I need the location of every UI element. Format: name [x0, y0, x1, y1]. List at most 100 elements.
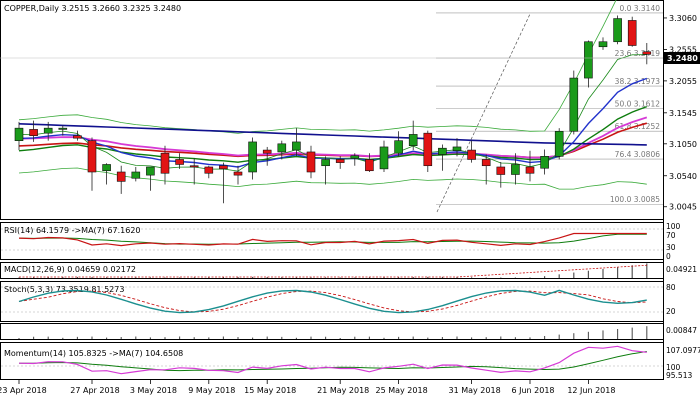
time-axis-label: 6 Jun 2018: [511, 386, 554, 395]
price-axis-label: 3.1545: [669, 109, 697, 118]
momentum-title: Momentum(14) 105.8325 ->MA(7) 104.6508: [4, 349, 183, 358]
main-frame: [0, 0, 664, 220]
rsi-ma-line: [18, 233, 647, 245]
candle-bearish: [175, 159, 184, 165]
candlestick-series: [14, 15, 652, 204]
candle-bullish: [248, 141, 257, 173]
macd-frame: [0, 262, 664, 279]
candle-bullish: [394, 140, 403, 154]
stoch-k-line: [18, 289, 647, 314]
momentum-axis-top: 107.0977: [666, 346, 700, 355]
candle-bearish: [496, 166, 506, 175]
candle-bullish: [598, 41, 608, 48]
fib-level-label: 50.0 3.1612: [615, 100, 661, 109]
candle-bearish: [73, 135, 82, 139]
candle-bullish: [58, 127, 68, 130]
stoch-d-line: [18, 290, 647, 313]
candle-bearish: [160, 152, 170, 174]
candle-bearish: [116, 171, 126, 182]
rsi-line: [18, 232, 647, 247]
momentum-frame: [0, 342, 664, 380]
candle-bullish: [569, 77, 579, 132]
rsi-axis-100: 100: [666, 222, 681, 231]
momentum-axis-100: 100: [666, 363, 681, 372]
candle-bearish: [204, 166, 214, 174]
rsi-axis-30: 30: [666, 243, 676, 252]
macd-signal-line: [19, 264, 647, 278]
candle-bearish: [335, 159, 345, 163]
candle-bearish: [87, 140, 97, 173]
time-axis-label: 3 May 2018: [130, 386, 177, 395]
fib-level-label: 100.0 3.0085: [610, 195, 660, 204]
candle-bullish: [438, 147, 447, 155]
candle-bullish: [102, 164, 111, 172]
time-axis-label: 12 Jun 2018: [567, 386, 615, 395]
candle-bullish: [277, 143, 287, 153]
macd-title: MACD(12,26,9) 0.04659 0.02172: [4, 265, 136, 274]
price-axis-label: 3.2555: [669, 46, 697, 55]
candle-bullish: [43, 127, 53, 134]
candle-bullish: [408, 134, 418, 146]
candle-bullish: [584, 41, 593, 79]
time-axis-label: 25 May 2018: [376, 386, 428, 395]
rsi-axis-70: 70: [666, 231, 676, 240]
price-tag: [664, 52, 700, 64]
candle-bearish: [423, 132, 433, 167]
candle-bullish: [292, 141, 301, 151]
momentum-line: [18, 345, 647, 375]
candle-bullish: [554, 130, 564, 157]
time-axis-label: 15 May 2018: [244, 386, 296, 395]
price-axis-label: 3.2055: [669, 77, 697, 86]
candle-bullish: [379, 146, 389, 170]
stoch-title: Stoch(5,3,3) 73.3519 81.5273: [4, 285, 124, 294]
candle-bearish: [627, 20, 637, 46]
candle-bearish: [481, 159, 491, 167]
stoch-frame: [0, 281, 664, 322]
stoch-axis-80: 80: [666, 283, 676, 292]
candle-bearish: [233, 171, 243, 176]
candle-bullish: [540, 156, 549, 169]
time-axis[interactable]: 23 Apr 2018 27 Apr 2018 3 May 2018 9 May 20…: [0, 380, 615, 395]
price-axis[interactable]: 3.3060 3.2555 3.2055 3.1545 3.1050 3.0540 3.00…: [663, 14, 697, 212]
macd-axis-bottom: 0.00847: [666, 326, 697, 335]
price-axis-label: 3.1050: [669, 140, 697, 149]
price-axis-label: 3.0045: [669, 203, 697, 212]
moving-average-navy: [18, 123, 647, 146]
bollinger-lower-band: [18, 167, 647, 190]
rsi-title: RSI(14) 64.1579 ->MA(7) 67.1620: [4, 226, 141, 235]
candle-bearish: [262, 149, 272, 154]
candle-bullish: [131, 171, 141, 179]
fib-level-label: 76.4 3.0806: [615, 150, 661, 159]
price-axis-label: 3.3060: [669, 14, 697, 23]
candle-bullish: [350, 155, 360, 159]
candle-bearish: [467, 149, 476, 160]
candle-bullish: [511, 164, 520, 175]
rsi-frame: [0, 222, 664, 260]
macd-lower-frame: [0, 323, 664, 340]
momentum-axis-bottom: 95.513: [666, 371, 692, 380]
candle-bearish: [189, 165, 199, 168]
candle-bearish: [219, 165, 228, 170]
candle-bearish: [642, 51, 652, 55]
candle-bearish: [365, 159, 374, 172]
rsi-axis-0: 0: [666, 252, 671, 261]
candle-bullish: [14, 127, 24, 141]
candle-bullish: [321, 159, 330, 167]
chart-title: COPPER,Daily 3.2515 3.2660 3.2325 3.2480: [4, 4, 181, 13]
fib-trendline[interactable]: [436, 13, 531, 213]
time-axis-label: 21 May 2018: [317, 386, 369, 395]
macd-axis-top: 0.04921: [666, 265, 697, 274]
moving-average-magenta: [18, 116, 648, 159]
fib-level-label: 0.0 3.3140: [619, 4, 660, 13]
macd-histogram-lower: [18, 326, 648, 339]
price-tag-label: 3.2480: [667, 54, 698, 63]
time-axis-label: 27 Apr 2018: [70, 386, 119, 395]
time-axis-label: 31 May 2018: [449, 386, 501, 395]
stoch-axis-20: 20: [666, 307, 676, 316]
time-axis-label: 23 Apr 2018: [0, 386, 47, 395]
moving-average-red: [18, 122, 648, 159]
candle-bearish: [306, 151, 316, 173]
bollinger-upper-band: [18, 0, 617, 134]
